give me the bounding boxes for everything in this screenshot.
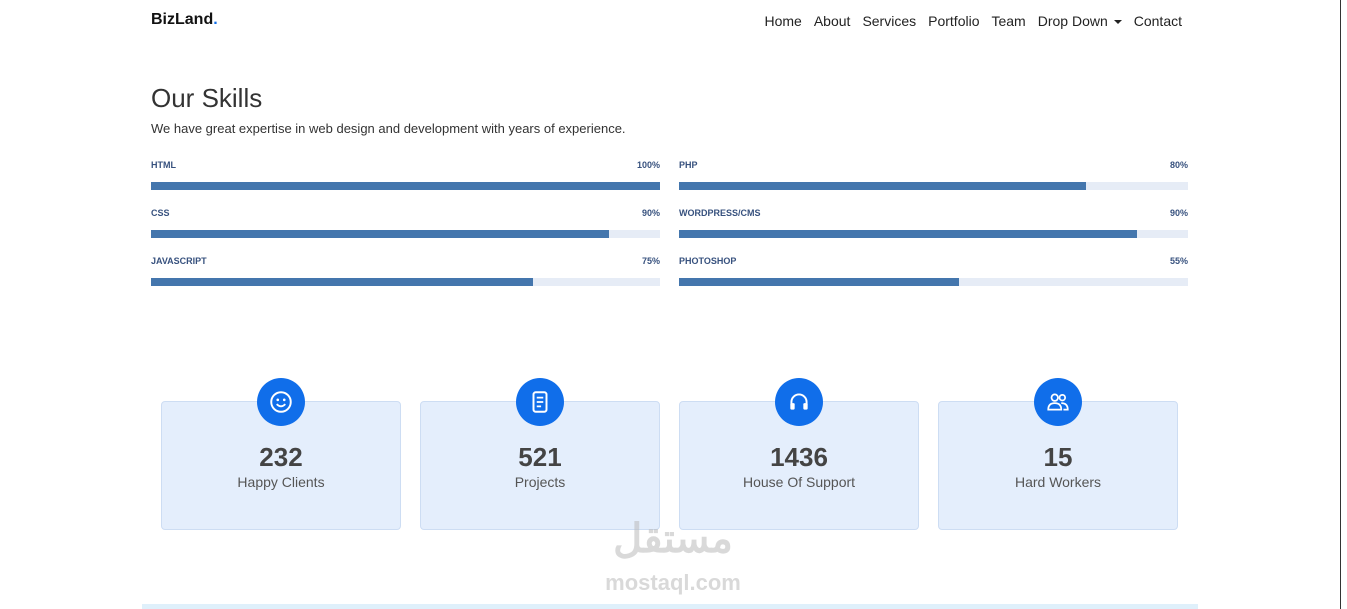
- skill: HTML 100%: [151, 160, 660, 200]
- skill-track: [151, 182, 660, 190]
- count-number: 1436: [770, 442, 828, 472]
- nav-link[interactable]: Portfolio: [928, 13, 980, 29]
- navbar: Home About Services Portfolio Team Drop Down C…: [764, 13, 1182, 29]
- nav-link[interactable]: About: [813, 13, 851, 29]
- section-title: Our Skills: [151, 83, 263, 113]
- skill-percent: 55%: [1169, 256, 1188, 266]
- nav-link[interactable]: Home: [764, 13, 802, 29]
- skill: PHOTOSHOP 55%: [679, 256, 1188, 296]
- skill: JAVASCRIPT 75%: [151, 256, 660, 296]
- skill: WORDPRESS/CMS 90%: [679, 208, 1188, 248]
- nav-link[interactable]: Drop Down: [1038, 13, 1122, 29]
- skill-bar: [679, 230, 1138, 238]
- next-section: [142, 604, 1198, 609]
- icon: [790, 393, 808, 410]
- nav-link[interactable]: Contact: [1133, 13, 1182, 29]
- count-label: Happy Clients: [237, 474, 325, 490]
- caret: [1113, 20, 1122, 25]
- skill: PHP 80%: [679, 160, 1188, 200]
- watermark-latin: mostaql.com: [605, 570, 741, 595]
- skill-percent: 90%: [1169, 208, 1188, 218]
- skill-name: WORDPRESS/CMS: [679, 208, 761, 218]
- skill-track: [679, 278, 1188, 286]
- brand[interactable]: BizLand.: [151, 11, 218, 29]
- skill-name: PHOTOSHOP: [679, 256, 737, 266]
- skill-percent: 90%: [641, 208, 660, 218]
- count-icon: [775, 378, 823, 426]
- count-number: 232: [259, 442, 303, 472]
- count-label: Hard Workers: [1014, 474, 1102, 490]
- nav-link[interactable]: Team: [991, 13, 1026, 29]
- count-box: 1436 House Of Support: [679, 378, 919, 530]
- icon: [1047, 393, 1069, 411]
- brand-dot: .: [213, 11, 218, 28]
- skill-track: [151, 230, 660, 238]
- skill-track: [679, 230, 1188, 238]
- scrollbar-edge: [1340, 0, 1341, 609]
- skill-name: CSS: [151, 208, 170, 218]
- count-label: House Of Support: [742, 474, 856, 490]
- count-icon: [1034, 378, 1082, 426]
- skill-track: [679, 182, 1188, 190]
- count-icon: [516, 378, 564, 426]
- skill-bar: [679, 182, 1087, 190]
- count-box: 521 Projects: [420, 378, 660, 530]
- icon: [532, 391, 548, 413]
- brand-text: BizLand: [151, 11, 214, 28]
- skill-bar: [151, 182, 660, 190]
- watermark-arabic: مستقل: [613, 517, 733, 561]
- count-icon: [257, 378, 305, 426]
- section-subtitle: We have great expertise in web design an…: [151, 121, 626, 136]
- count-label: Projects: [514, 474, 566, 490]
- skill-percent: 75%: [641, 256, 660, 266]
- skill-bar: [679, 278, 959, 286]
- skill-bar: [151, 278, 533, 286]
- skill-percent: 80%: [1169, 160, 1188, 170]
- skill-track: [151, 278, 660, 286]
- skill-bar: [151, 230, 610, 238]
- count-box: 15 Hard Workers: [938, 378, 1178, 530]
- nav-link[interactable]: Services: [862, 13, 917, 29]
- skill-name: JAVASCRIPT: [151, 256, 207, 266]
- count-number: 521: [518, 442, 562, 472]
- skill-name: HTML: [151, 160, 176, 170]
- skill: CSS 90%: [151, 208, 660, 248]
- skill-percent: 100%: [636, 160, 660, 170]
- icon: [270, 391, 292, 413]
- count-number: 15: [1043, 442, 1073, 472]
- skill-name: PHP: [679, 160, 698, 170]
- count-box: 232 Happy Clients: [161, 378, 401, 530]
